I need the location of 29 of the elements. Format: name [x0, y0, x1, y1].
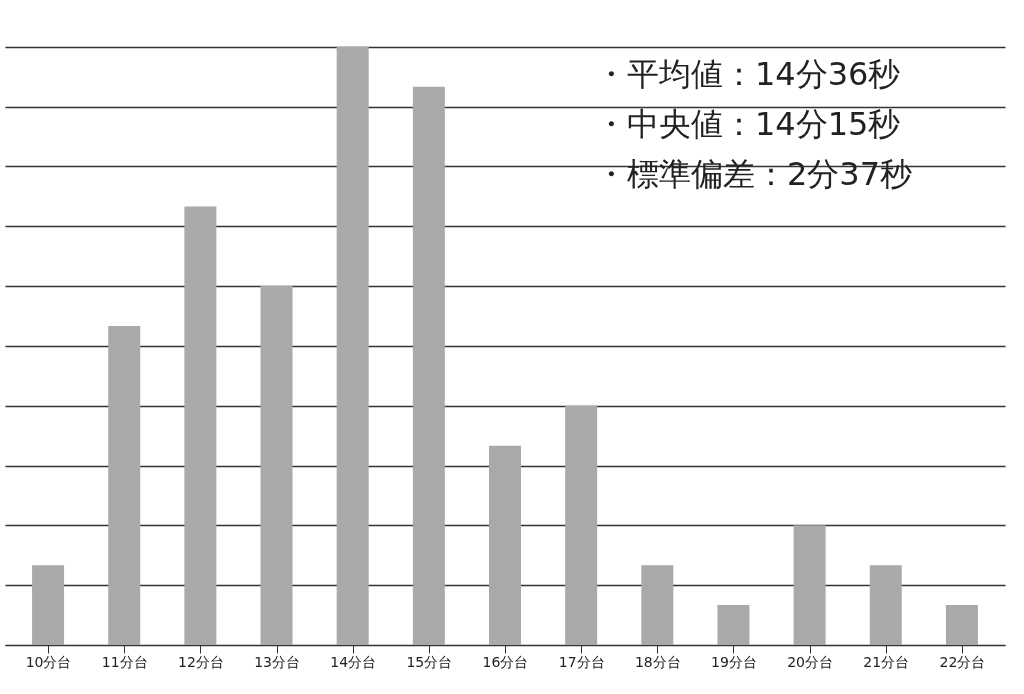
bar [336, 46, 369, 645]
x-tick-label: 14分台 [330, 653, 377, 670]
bar [412, 86, 445, 645]
bar [945, 605, 978, 645]
bar [260, 286, 293, 645]
bar [108, 326, 141, 645]
x-tick-label: 13分台 [254, 653, 300, 670]
x-tick-label: 11分台 [101, 653, 148, 670]
x-tick-label: 15分台 [406, 653, 453, 670]
x-tick-label: 12分台 [177, 653, 224, 670]
x-tick-label: 17分台 [558, 653, 605, 670]
bar [869, 565, 902, 645]
x-tick-label: 19分台 [711, 653, 757, 670]
bar [641, 565, 674, 645]
x-tick-label: 18分台 [634, 653, 681, 670]
annotation: ・標準偏差：2分37秒 [595, 155, 913, 193]
annotation: ・中央値：14分15秒 [595, 105, 901, 143]
x-tick-label: 21分台 [863, 653, 910, 670]
bar [32, 565, 65, 645]
x-tick-label: 22分台 [939, 653, 986, 670]
x-tick-label: 10分台 [25, 653, 72, 670]
bar [184, 206, 217, 645]
bar [717, 605, 750, 645]
x-tick-label: 16分台 [482, 653, 529, 670]
bar [489, 445, 521, 645]
bar [793, 525, 826, 645]
x-tick-label: 20分台 [787, 653, 834, 670]
bar [565, 405, 598, 645]
annotation: ・平均値：14分36秒 [595, 55, 901, 93]
